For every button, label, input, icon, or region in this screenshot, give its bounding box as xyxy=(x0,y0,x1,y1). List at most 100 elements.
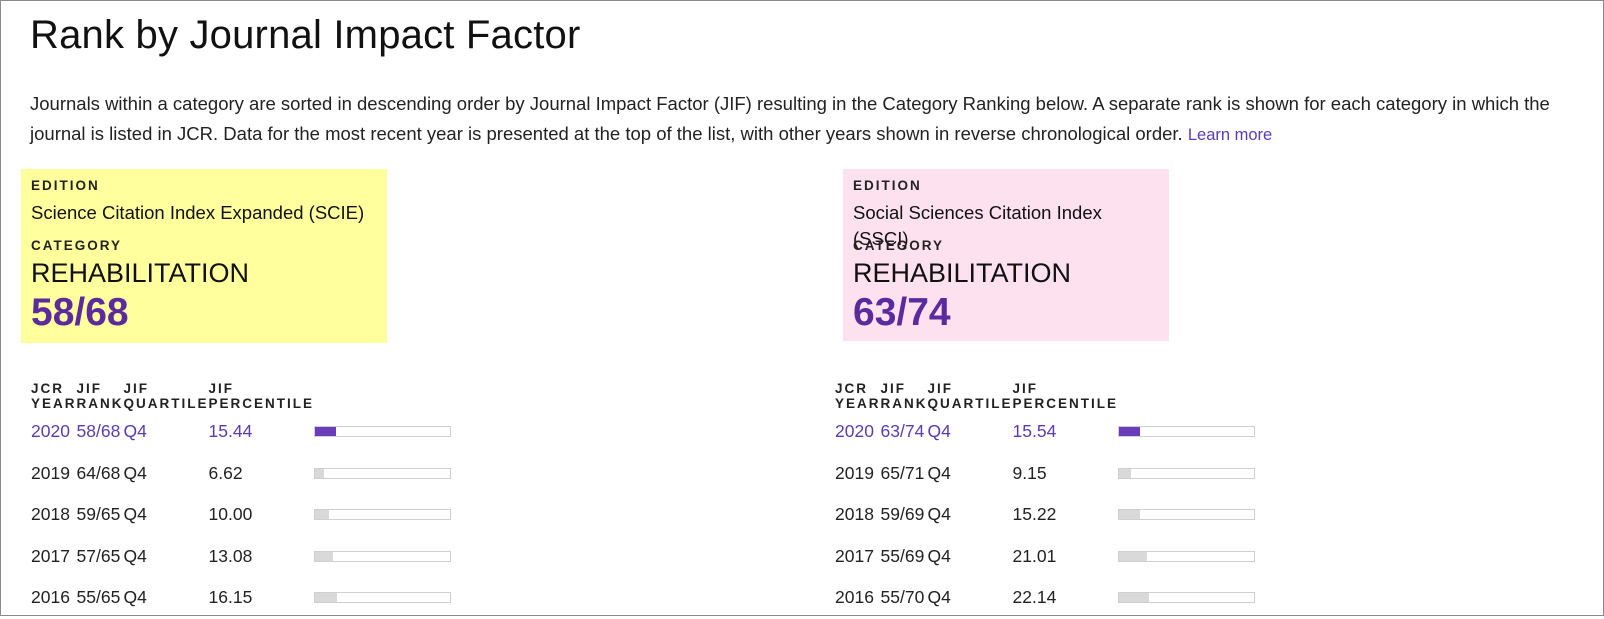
jcr-year-cell[interactable]: 2020 xyxy=(835,421,874,442)
percentile-bar xyxy=(1118,592,1256,604)
category-name: REHABILITATION xyxy=(853,258,1072,288)
jif-quartile-cell: Q4 xyxy=(927,545,951,566)
table-row: 2019 64/68 Q4 6.62 xyxy=(31,453,452,495)
table-header: JCR YEAR JIF RANK JIF QUARTILE JIF PERCE… xyxy=(835,381,1255,411)
jif-rank-cell: 59/69 xyxy=(880,504,925,525)
ssci-panel: EDITION Social Sciences Citation Index (… xyxy=(835,169,1256,607)
jif-rank-cell: 65/71 xyxy=(880,462,925,483)
jif-percentile-cell: 15.44 xyxy=(208,421,253,442)
col-jif-quartile: JIF QUARTILE xyxy=(927,381,1013,411)
percentile-bar xyxy=(314,467,452,479)
table-row: 2020 58/68 Q4 15.44 xyxy=(31,411,452,453)
jif-rank-cell[interactable]: 58/68 xyxy=(76,421,121,442)
percentile-bar xyxy=(1118,467,1256,479)
col-jcr-year: JCR YEAR xyxy=(31,381,77,411)
jcr-year-cell[interactable]: 2020 xyxy=(31,421,70,442)
jif-percentile-cell: 21.01 xyxy=(1012,545,1057,566)
ssci-category-box: EDITION Social Sciences Citation Index (… xyxy=(843,169,1169,341)
scie-rank-table: JCR YEAR JIF RANK JIF QUARTILE JIF PERCE… xyxy=(31,381,452,619)
percentile-bar-fill xyxy=(315,551,333,561)
col-jif-percentile: JIF PERCENTILE xyxy=(208,381,315,411)
percentile-bar-fill xyxy=(1119,510,1140,520)
table-row: 2020 63/74 Q4 15.54 xyxy=(835,411,1256,453)
percentile-bar xyxy=(314,592,452,604)
jif-rank-cell: 57/65 xyxy=(76,545,121,566)
percentile-bar xyxy=(314,426,452,438)
jif-percentile-cell: 9.15 xyxy=(1012,462,1047,483)
jif-quartile-cell: Q4 xyxy=(123,462,147,483)
table-row: 2016 55/70 Q4 22.14 xyxy=(835,577,1256,619)
percentile-bar xyxy=(1118,426,1256,438)
percentile-bar-fill xyxy=(1119,468,1132,478)
jif-quartile-cell: Q4 xyxy=(123,504,147,525)
jif-rank-cell: 59/65 xyxy=(76,504,121,525)
description: Journals within a category are sorted in… xyxy=(30,89,1575,150)
percentile-bar xyxy=(1118,550,1256,562)
category-rank: 63/74 xyxy=(853,291,951,334)
jcr-year-cell: 2017 xyxy=(835,545,874,566)
jcr-year-cell: 2019 xyxy=(31,462,70,483)
col-jcr-year: JCR YEAR xyxy=(835,381,881,411)
table-row: 2016 55/65 Q4 16.15 xyxy=(31,577,452,619)
jif-rank-cell: 55/69 xyxy=(880,545,925,566)
ssci-rank-table: JCR YEAR JIF RANK JIF QUARTILE JIF PERCE… xyxy=(835,381,1256,619)
table-row: 2017 57/65 Q4 13.08 xyxy=(31,536,452,578)
percentile-bar-fill xyxy=(1119,593,1149,603)
page-title: Rank by Journal Impact Factor xyxy=(30,13,581,57)
edition-label: EDITION xyxy=(853,178,922,193)
jif-rank-cell: 55/70 xyxy=(880,587,925,608)
jcr-year-cell: 2019 xyxy=(835,462,874,483)
jif-quartile-cell: Q4 xyxy=(927,462,951,483)
jif-quartile-cell[interactable]: Q4 xyxy=(123,421,147,442)
percentile-bar-fill xyxy=(315,510,329,520)
col-jif-quartile: JIF QUARTILE xyxy=(123,381,209,411)
category-label: CATEGORY xyxy=(853,238,945,253)
jif-percentile-cell: 15.54 xyxy=(1012,421,1057,442)
jif-percentile-cell: 16.15 xyxy=(208,587,253,608)
jif-quartile-cell: Q4 xyxy=(927,504,951,525)
percentile-bar-fill xyxy=(1119,551,1148,561)
edition-label: EDITION xyxy=(31,178,100,193)
edition-value: Science Citation Index Expanded (SCIE) xyxy=(31,202,365,223)
scie-rank-rows: 2020 58/68 Q4 15.44 2019 64/68 Q4 6.62 2018 59/65… xyxy=(31,411,452,619)
description-text: Journals within a category are sorted in… xyxy=(30,93,1550,144)
percentile-bar-fill xyxy=(315,468,324,478)
table-row: 2017 55/69 Q4 21.01 xyxy=(835,536,1256,578)
jcr-year-cell: 2016 xyxy=(31,587,70,608)
percentile-bar-fill xyxy=(315,427,336,437)
jif-percentile-cell: 10.00 xyxy=(208,504,253,525)
category-name: REHABILITATION xyxy=(31,258,250,288)
ssci-rank-rows: 2020 63/74 Q4 15.54 2019 65/71 Q4 9.15 2018 59/69… xyxy=(835,411,1256,619)
jif-rank-cell: 64/68 xyxy=(76,462,121,483)
col-jif-rank: JIF RANK xyxy=(880,381,928,411)
percentile-bar-fill xyxy=(1119,427,1140,437)
jif-quartile-cell[interactable]: Q4 xyxy=(927,421,951,442)
table-row: 2018 59/65 Q4 10.00 xyxy=(31,494,452,536)
col-jif-rank: JIF RANK xyxy=(76,381,124,411)
table-row: 2019 65/71 Q4 9.15 xyxy=(835,453,1256,495)
percentile-bar-fill xyxy=(315,593,337,603)
jcr-year-cell: 2018 xyxy=(835,504,874,525)
category-label: CATEGORY xyxy=(31,238,123,253)
percentile-bar xyxy=(314,550,452,562)
jif-rank-cell[interactable]: 63/74 xyxy=(880,421,925,442)
jcr-year-cell: 2017 xyxy=(31,545,70,566)
table-row: 2018 59/69 Q4 15.22 xyxy=(835,494,1256,536)
jif-percentile-cell: 15.22 xyxy=(1012,504,1057,525)
jcr-year-cell: 2016 xyxy=(835,587,874,608)
jif-rank-cell: 55/65 xyxy=(76,587,121,608)
learn-more-link[interactable]: Learn more xyxy=(1187,126,1273,144)
jif-quartile-cell: Q4 xyxy=(123,587,147,608)
jif-quartile-cell: Q4 xyxy=(927,587,951,608)
table-header: JCR YEAR JIF RANK JIF QUARTILE JIF PERCE… xyxy=(31,381,451,411)
percentile-bar xyxy=(314,509,452,521)
scie-panel: EDITION Science Citation Index Expanded … xyxy=(21,169,452,607)
jif-percentile-cell: 13.08 xyxy=(208,545,253,566)
edition-value: Social Sciences Citation Index (SSCI) xyxy=(853,202,1102,249)
category-rank: 58/68 xyxy=(31,291,129,334)
percentile-bar xyxy=(1118,509,1256,521)
jif-percentile-cell: 6.62 xyxy=(208,462,243,483)
jif-percentile-cell: 22.14 xyxy=(1012,587,1057,608)
jcr-year-cell: 2018 xyxy=(31,504,70,525)
